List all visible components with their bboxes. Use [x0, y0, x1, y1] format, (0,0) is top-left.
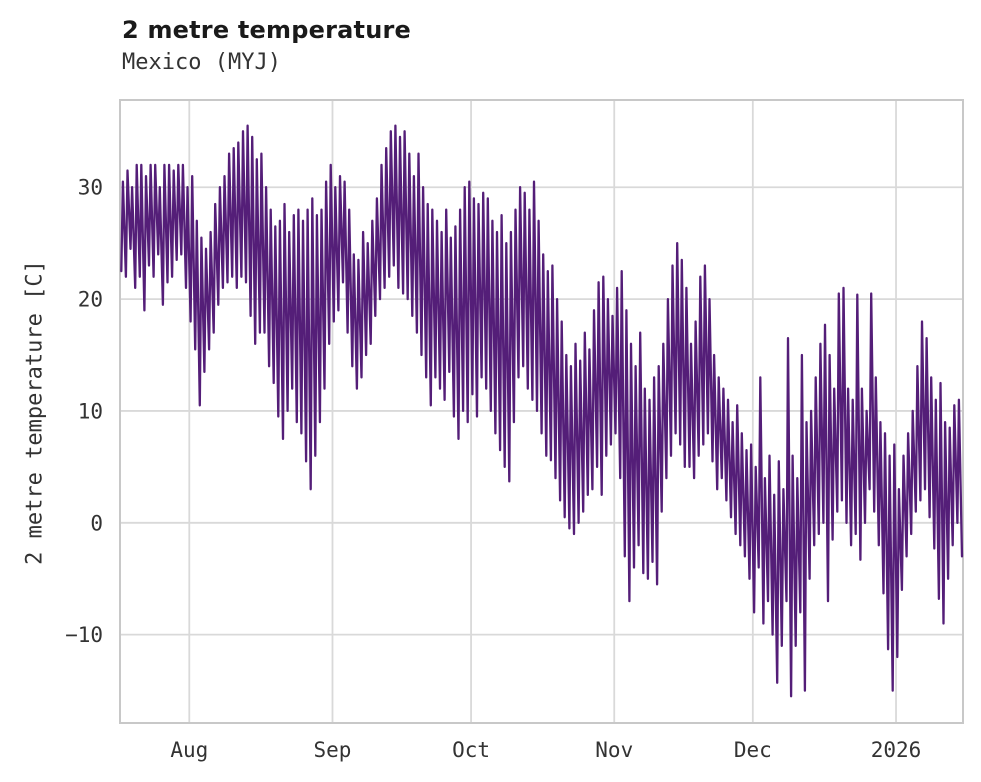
x-tick-label-Nov: Nov — [595, 738, 633, 762]
y-tick-label-30: 30 — [78, 176, 103, 200]
x-tick-label-Dec: Dec — [734, 738, 772, 762]
x-tick-label-2026: 2026 — [871, 738, 922, 762]
temperature-line — [120, 124, 964, 698]
x-tick-label-Oct: Oct — [452, 738, 490, 762]
page-title: 2 metre temperature — [122, 16, 411, 44]
y-tick-label-20: 20 — [78, 288, 103, 312]
x-tick-label-Aug: Aug — [170, 738, 208, 762]
y-tick-label-0: 0 — [90, 511, 103, 535]
x-tick-label-Sep: Sep — [314, 738, 352, 762]
page-subtitle: Mexico (MYJ) — [122, 50, 281, 75]
y-tick-label--10: −10 — [65, 623, 103, 647]
y-tick-label-10: 10 — [78, 399, 103, 423]
plot-border — [119, 99, 964, 724]
